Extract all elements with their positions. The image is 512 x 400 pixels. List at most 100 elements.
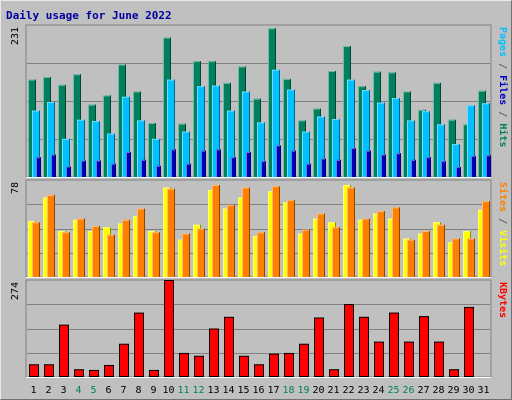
bar-files-day-23 bbox=[362, 90, 370, 177]
bar-files-day-20 bbox=[317, 116, 325, 177]
day-label-5: 5 bbox=[90, 385, 96, 396]
bar-kbytes-day-14 bbox=[224, 316, 234, 377]
day-label-19: 19 bbox=[297, 385, 309, 396]
bar-kbytes-day-27 bbox=[419, 316, 429, 378]
bar-sites-day-30 bbox=[467, 238, 475, 277]
day-label-31: 31 bbox=[477, 385, 489, 396]
bar-files-day-8 bbox=[137, 120, 145, 177]
bar-files-day-26 bbox=[407, 120, 415, 177]
bar-sites-day-7 bbox=[122, 219, 130, 277]
bar-sites-day-2 bbox=[47, 194, 55, 277]
legend-bottom: KBytes bbox=[497, 282, 508, 318]
legend-entry-hits: Hits bbox=[497, 123, 509, 147]
bar-sites-day-24 bbox=[377, 211, 385, 277]
bar-sites-day-27 bbox=[422, 230, 430, 277]
bar-kbytes-day-25 bbox=[389, 312, 399, 377]
bar-files-day-18 bbox=[287, 89, 295, 177]
bar-pages-day-21 bbox=[336, 159, 341, 177]
bar-kbytes-day-28 bbox=[434, 341, 444, 377]
day-label-7: 7 bbox=[120, 385, 126, 396]
bar-pages-day-30 bbox=[471, 155, 476, 177]
bar-sites-day-13 bbox=[212, 184, 220, 277]
bar-files-day-15 bbox=[242, 91, 250, 177]
legend-entry-sep-1: / bbox=[497, 212, 508, 230]
bar-sites-day-17 bbox=[272, 186, 280, 277]
legend-entry-files: Files bbox=[497, 75, 509, 105]
bar-sites-day-6 bbox=[107, 234, 115, 277]
bar-sites-day-19 bbox=[302, 229, 310, 277]
bar-kbytes-day-9 bbox=[149, 369, 159, 377]
day-label-12: 12 bbox=[192, 385, 204, 396]
day-label-30: 30 bbox=[462, 385, 474, 396]
bar-kbytes-day-2 bbox=[44, 364, 54, 377]
day-label-11: 11 bbox=[177, 385, 189, 396]
day-label-17: 17 bbox=[267, 385, 279, 396]
max-label-top: 231 bbox=[10, 27, 21, 45]
max-label-bottom: 274 bbox=[10, 282, 21, 300]
bar-kbytes-day-23 bbox=[359, 316, 369, 377]
bar-kbytes-day-6 bbox=[104, 364, 114, 377]
bar-pages-day-11 bbox=[186, 163, 191, 177]
day-label-4: 4 bbox=[75, 385, 81, 396]
bar-pages-day-4 bbox=[81, 160, 86, 177]
bar-files-day-4 bbox=[77, 119, 85, 177]
bar-pages-day-5 bbox=[96, 160, 101, 177]
bar-pages-day-22 bbox=[351, 148, 356, 177]
bar-files-day-13 bbox=[212, 85, 220, 177]
bar-files-day-30 bbox=[467, 105, 475, 177]
bar-sites-day-16 bbox=[257, 232, 265, 277]
bar-sites-day-31 bbox=[482, 201, 490, 277]
day-label-24: 24 bbox=[372, 385, 384, 396]
legend-middle: Sites / Visits bbox=[497, 182, 509, 266]
bar-kbytes-day-24 bbox=[374, 341, 384, 377]
day-label-23: 23 bbox=[357, 385, 369, 396]
day-label-1: 1 bbox=[30, 385, 36, 396]
bar-kbytes-day-8 bbox=[134, 312, 144, 377]
bar-hits-day-3 bbox=[58, 84, 66, 177]
legend-entry-sites: Sites bbox=[497, 182, 509, 212]
day-label-21: 21 bbox=[327, 385, 339, 396]
bar-pages-day-31 bbox=[486, 155, 491, 177]
bar-pages-day-9 bbox=[156, 165, 161, 177]
day-label-26: 26 bbox=[402, 385, 414, 396]
bar-pages-day-15 bbox=[246, 151, 251, 177]
bar-pages-day-16 bbox=[261, 161, 266, 177]
bar-kbytes-day-5 bbox=[89, 369, 99, 377]
bar-sites-day-11 bbox=[182, 233, 190, 277]
day-label-15: 15 bbox=[237, 385, 249, 396]
bar-kbytes-day-26 bbox=[404, 341, 414, 377]
bar-files-day-28 bbox=[437, 124, 445, 177]
bar-sites-day-28 bbox=[437, 224, 445, 277]
bar-files-day-5 bbox=[92, 121, 100, 177]
bar-files-day-7 bbox=[122, 96, 130, 177]
bar-pages-day-13 bbox=[216, 149, 221, 177]
bar-pages-day-25 bbox=[396, 153, 401, 177]
bar-kbytes-day-17 bbox=[269, 353, 279, 378]
bar-kbytes-day-16 bbox=[254, 364, 264, 377]
bar-sites-day-1 bbox=[32, 222, 40, 277]
bar-sites-day-25 bbox=[392, 207, 400, 277]
bar-pages-day-7 bbox=[126, 151, 131, 177]
bar-sites-day-18 bbox=[287, 199, 295, 277]
day-label-29: 29 bbox=[447, 385, 459, 396]
day-label-10: 10 bbox=[162, 385, 174, 396]
bar-files-day-1 bbox=[32, 110, 40, 177]
bar-files-day-16 bbox=[257, 122, 265, 177]
bar-kbytes-day-4 bbox=[74, 369, 84, 377]
day-label-2: 2 bbox=[45, 385, 51, 396]
bar-pages-day-17 bbox=[276, 145, 281, 177]
legend-entry-pages: Pages bbox=[497, 27, 508, 57]
bar-sites-day-23 bbox=[362, 218, 370, 277]
bar-files-day-2 bbox=[47, 101, 55, 177]
day-label-28: 28 bbox=[432, 385, 444, 396]
bar-kbytes-day-19 bbox=[299, 343, 309, 377]
day-label-22: 22 bbox=[342, 385, 354, 396]
bar-files-day-14 bbox=[227, 110, 235, 177]
bar-kbytes-day-11 bbox=[179, 352, 189, 377]
bar-files-day-22 bbox=[347, 79, 355, 177]
max-label-middle: 78 bbox=[10, 182, 21, 194]
bar-files-day-19 bbox=[302, 131, 310, 177]
bar-pages-day-20 bbox=[321, 158, 326, 177]
bar-kbytes-day-18 bbox=[284, 352, 294, 377]
bar-files-day-29 bbox=[452, 144, 460, 177]
